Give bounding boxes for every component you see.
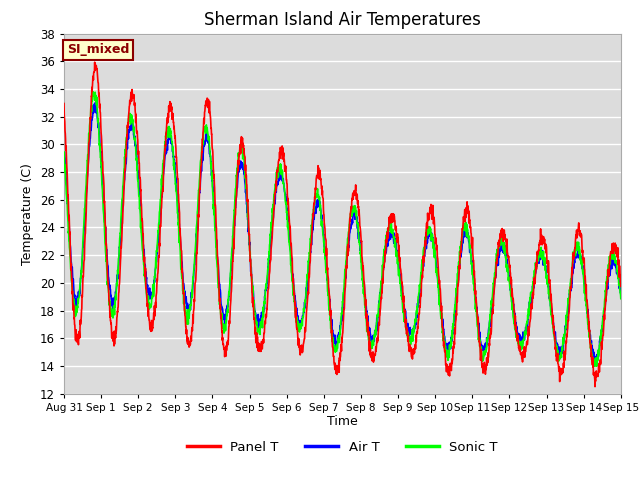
Air T (568, 278, 575, 284)
Panel T (60, 101, 68, 107)
Line: Air T: Air T (64, 103, 621, 364)
Sonic T (371, 334, 379, 340)
Sonic T (589, 363, 597, 369)
Panel T (371, 352, 379, 358)
Air T (504, 268, 512, 274)
Air T (592, 361, 600, 367)
X-axis label: Time: Time (327, 415, 358, 429)
Air T (92, 100, 99, 106)
Panel T (504, 255, 512, 261)
Air T (216, 282, 223, 288)
Panel T (359, 260, 367, 265)
Air T (60, 140, 68, 146)
Panel T (591, 384, 599, 390)
Panel T (568, 270, 575, 276)
Sonic T (617, 296, 625, 301)
Sonic T (584, 315, 591, 321)
Air T (359, 268, 367, 274)
Panel T (91, 60, 99, 65)
Sonic T (568, 267, 575, 273)
Sonic T (60, 150, 68, 156)
Legend: Panel T, Air T, Sonic T: Panel T, Air T, Sonic T (182, 435, 503, 459)
Line: Sonic T: Sonic T (64, 92, 621, 366)
Air T (617, 288, 625, 294)
Air T (584, 308, 591, 313)
Y-axis label: Temperature (C): Temperature (C) (21, 163, 35, 264)
Sonic T (216, 302, 223, 308)
Title: Sherman Island Air Temperatures: Sherman Island Air Temperatures (204, 11, 481, 29)
Air T (371, 329, 379, 335)
Sonic T (90, 89, 97, 95)
Panel T (584, 300, 591, 306)
Text: SI_mixed: SI_mixed (67, 43, 129, 56)
Panel T (617, 283, 625, 289)
Line: Panel T: Panel T (64, 62, 621, 387)
Sonic T (359, 275, 367, 281)
Sonic T (504, 278, 512, 284)
Panel T (216, 299, 223, 304)
